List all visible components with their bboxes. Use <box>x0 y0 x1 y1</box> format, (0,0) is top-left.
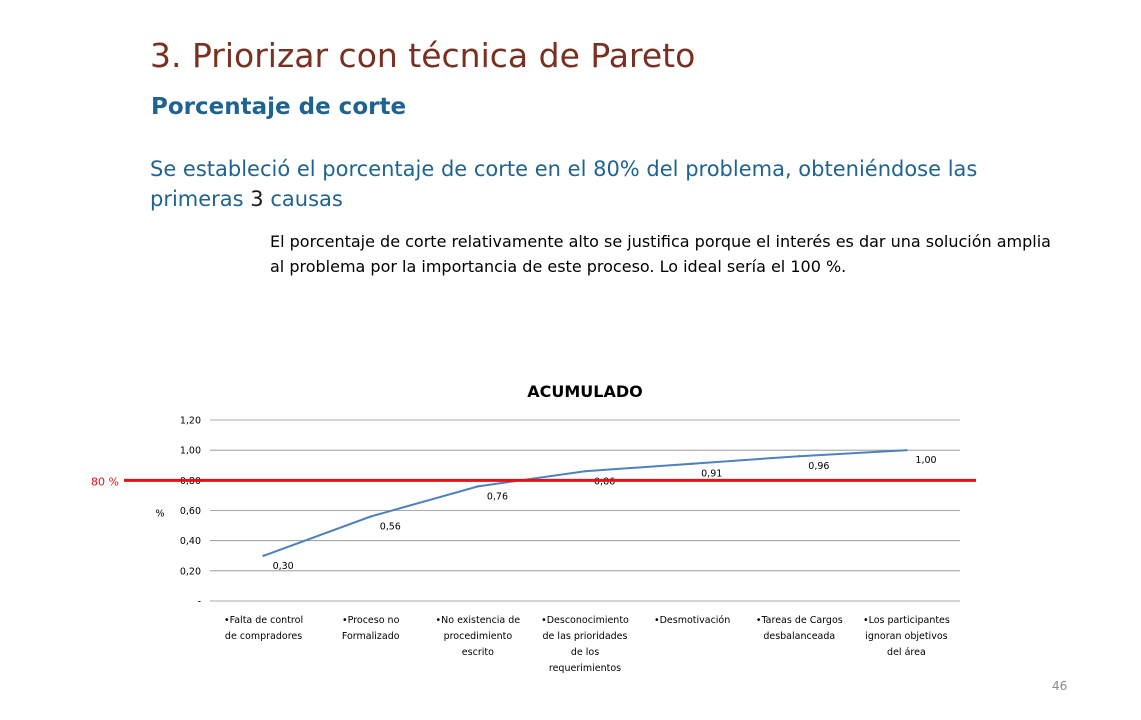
x-category-label: de los <box>571 647 599 658</box>
y-tick-label: 1,20 <box>180 416 201 427</box>
x-category-label: •Los participantes <box>863 615 950 626</box>
y-tick-label: 0,20 <box>180 566 201 577</box>
x-category-label: desbalanceada <box>763 631 835 642</box>
x-category-label: procedimiento <box>444 631 513 642</box>
y-tick-label: 0,40 <box>180 536 201 547</box>
x-category-label: •Falta de control <box>224 615 303 626</box>
x-category-label: Formalizado <box>342 631 400 642</box>
x-category-label: •Proceso no <box>342 615 400 626</box>
data-label: 0,96 <box>808 461 829 472</box>
y-axis-title: % <box>155 509 164 520</box>
lead-cause-count: 3 <box>250 187 264 211</box>
data-label: 0,76 <box>487 491 508 502</box>
data-point <box>262 554 265 557</box>
lead-text-start: Se estableció el porcentaje de corte en … <box>150 157 978 211</box>
data-point <box>476 485 480 488</box>
x-category-label: de compradores <box>225 631 302 642</box>
data-point <box>798 455 801 458</box>
data-point <box>583 470 587 473</box>
data-label: 0,56 <box>380 522 401 533</box>
y-tick-label: 0,60 <box>180 506 201 517</box>
x-category-label: •Tareas de Cargos <box>756 615 843 626</box>
cut-line-label: 80 % <box>91 475 119 488</box>
data-label: 0,30 <box>273 561 294 572</box>
x-category-label: •No existencia de <box>436 615 521 626</box>
data-label: 0,91 <box>701 469 722 480</box>
x-category-label: de las prioridades <box>543 631 628 642</box>
y-tick-label: - <box>198 597 201 608</box>
chart-title: ACUMULADO <box>527 382 643 401</box>
y-tick-label: 1,00 <box>180 446 201 457</box>
slide-title: 3. Priorizar con técnica de Pareto <box>150 36 696 75</box>
data-point <box>369 515 372 518</box>
justification-note: El porcentaje de corte relativamente alt… <box>270 232 1051 276</box>
lead-text-end: causas <box>263 187 343 211</box>
data-point <box>690 462 694 465</box>
x-category-label: escrito <box>462 647 494 658</box>
x-category-label: •Desmotivación <box>654 615 730 626</box>
slide-subtitle: Porcentaje de corte <box>151 94 407 120</box>
x-category-label: requerimientos <box>549 663 621 674</box>
x-category-label: del área <box>887 647 926 658</box>
data-point <box>905 448 908 452</box>
lead-text: Se estableció el porcentaje de corte en … <box>150 154 1030 214</box>
data-label: 1,00 <box>915 455 936 466</box>
x-category-label: •Desconocimiento <box>541 615 629 626</box>
page-number: 46 <box>1052 679 1068 693</box>
x-category-label: ignoran objetivos <box>865 631 947 642</box>
